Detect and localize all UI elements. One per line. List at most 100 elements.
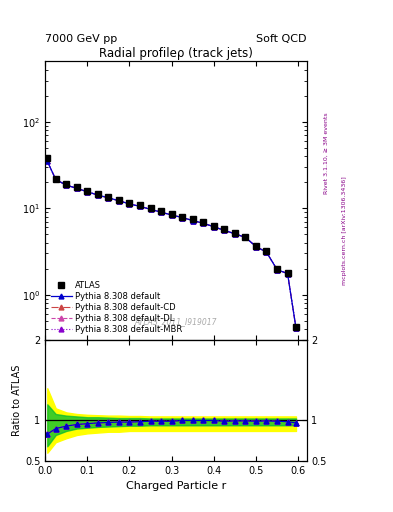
Pythia 8.308 default-MBR (45, 158, 50, 164)
Pythia 8.308 default (243, 234, 248, 241)
Pythia 8.308 default-DL (45, 158, 50, 164)
ATLAS (74, 184, 79, 190)
ATLAS (127, 200, 132, 206)
Pythia 8.308 default (95, 192, 100, 198)
Pythia 8.308 default (159, 209, 163, 215)
Pythia 8.308 default-MBR (243, 234, 248, 241)
Pythia 8.308 default-MBR (148, 206, 153, 212)
Pythia 8.308 default-MBR (138, 203, 142, 209)
Pythia 8.308 default-DL (138, 203, 142, 209)
Pythia 8.308 default (233, 231, 237, 237)
Pythia 8.308 default-MBR (190, 218, 195, 224)
Pythia 8.308 default (127, 201, 132, 207)
Pythia 8.308 default-CD (211, 224, 216, 230)
Pythia 8.308 default-DL (53, 177, 58, 183)
Pythia 8.308 default-MBR (106, 195, 111, 201)
Pythia 8.308 default-MBR (127, 201, 132, 207)
Legend: ATLAS, Pythia 8.308 default, Pythia 8.308 default-CD, Pythia 8.308 default-DL, P: ATLAS, Pythia 8.308 default, Pythia 8.30… (50, 279, 184, 335)
Pythia 8.308 default-CD (74, 185, 79, 191)
Pythia 8.308 default-DL (169, 212, 174, 218)
Pythia 8.308 default (138, 203, 142, 209)
ATLAS (85, 187, 90, 194)
Pythia 8.308 default-MBR (180, 215, 185, 221)
Pythia 8.308 default-DL (127, 201, 132, 207)
Pythia 8.308 default-CD (138, 203, 142, 209)
Pythia 8.308 default-CD (222, 227, 227, 233)
Pythia 8.308 default-CD (53, 177, 58, 183)
Pythia 8.308 default-CD (190, 218, 195, 224)
ATLAS (53, 176, 58, 182)
Pythia 8.308 default-DL (117, 198, 121, 204)
Pythia 8.308 default-MBR (233, 231, 237, 237)
Pythia 8.308 default-MBR (222, 227, 227, 233)
ATLAS (222, 226, 227, 232)
Text: Soft QCD: Soft QCD (256, 33, 307, 44)
ATLAS (264, 248, 269, 254)
ATLAS (243, 233, 248, 240)
Pythia 8.308 default-DL (285, 270, 290, 276)
Pythia 8.308 default (275, 266, 279, 272)
ATLAS (106, 194, 111, 200)
Pythia 8.308 default (106, 195, 111, 201)
Pythia 8.308 default-MBR (64, 182, 69, 188)
Line: Pythia 8.308 default-DL: Pythia 8.308 default-DL (45, 159, 298, 330)
Pythia 8.308 default-DL (243, 234, 248, 241)
ATLAS (148, 205, 153, 211)
Pythia 8.308 default-CD (127, 201, 132, 207)
ATLAS (190, 216, 195, 222)
Pythia 8.308 default-CD (169, 212, 174, 218)
Pythia 8.308 default-MBR (53, 177, 58, 183)
Pythia 8.308 default-DL (106, 195, 111, 201)
ATLAS (233, 230, 237, 236)
Pythia 8.308 default-MBR (169, 212, 174, 218)
ATLAS (180, 214, 185, 220)
Line: Pythia 8.308 default-MBR: Pythia 8.308 default-MBR (45, 159, 298, 330)
ATLAS (45, 155, 50, 161)
Pythia 8.308 default-DL (85, 189, 90, 195)
Pythia 8.308 default-DL (264, 249, 269, 255)
Pythia 8.308 default-CD (45, 158, 50, 164)
Pythia 8.308 default-DL (64, 182, 69, 188)
ATLAS (285, 269, 290, 275)
Pythia 8.308 default-DL (180, 215, 185, 221)
Pythia 8.308 default-DL (294, 325, 298, 331)
X-axis label: Charged Particle r: Charged Particle r (126, 481, 226, 491)
Pythia 8.308 default-MBR (285, 270, 290, 276)
Pythia 8.308 default-CD (95, 192, 100, 198)
Pythia 8.308 default-DL (211, 224, 216, 230)
Pythia 8.308 default (253, 244, 258, 250)
ATLAS (169, 211, 174, 217)
Pythia 8.308 default (148, 206, 153, 212)
Pythia 8.308 default-MBR (159, 209, 163, 215)
Pythia 8.308 default (169, 212, 174, 218)
Pythia 8.308 default (294, 325, 298, 331)
Pythia 8.308 default-DL (233, 231, 237, 237)
Pythia 8.308 default (53, 177, 58, 183)
ATLAS (201, 219, 206, 225)
Pythia 8.308 default-DL (275, 266, 279, 272)
ATLAS (159, 208, 163, 214)
Pythia 8.308 default-CD (294, 325, 298, 331)
Pythia 8.308 default-MBR (294, 325, 298, 331)
Pythia 8.308 default-MBR (264, 249, 269, 255)
Pythia 8.308 default-CD (64, 182, 69, 188)
Line: ATLAS: ATLAS (44, 155, 299, 330)
Pythia 8.308 default-CD (180, 215, 185, 221)
Pythia 8.308 default (211, 224, 216, 230)
Pythia 8.308 default (222, 227, 227, 233)
Pythia 8.308 default-CD (264, 249, 269, 255)
Pythia 8.308 default (74, 185, 79, 191)
Pythia 8.308 default (180, 215, 185, 221)
Pythia 8.308 default-CD (106, 195, 111, 201)
Pythia 8.308 default-CD (233, 231, 237, 237)
Pythia 8.308 default-MBR (85, 189, 90, 195)
Pythia 8.308 default (45, 158, 50, 164)
Pythia 8.308 default-DL (148, 206, 153, 212)
Text: ATLAS_2011_I919017: ATLAS_2011_I919017 (135, 317, 217, 326)
Pythia 8.308 default-DL (201, 220, 206, 226)
Pythia 8.308 default-CD (285, 270, 290, 276)
ATLAS (294, 324, 298, 330)
ATLAS (117, 197, 121, 203)
Text: mcplots.cern.ch [arXiv:1306.3436]: mcplots.cern.ch [arXiv:1306.3436] (342, 176, 347, 285)
Text: 7000 GeV pp: 7000 GeV pp (45, 33, 118, 44)
